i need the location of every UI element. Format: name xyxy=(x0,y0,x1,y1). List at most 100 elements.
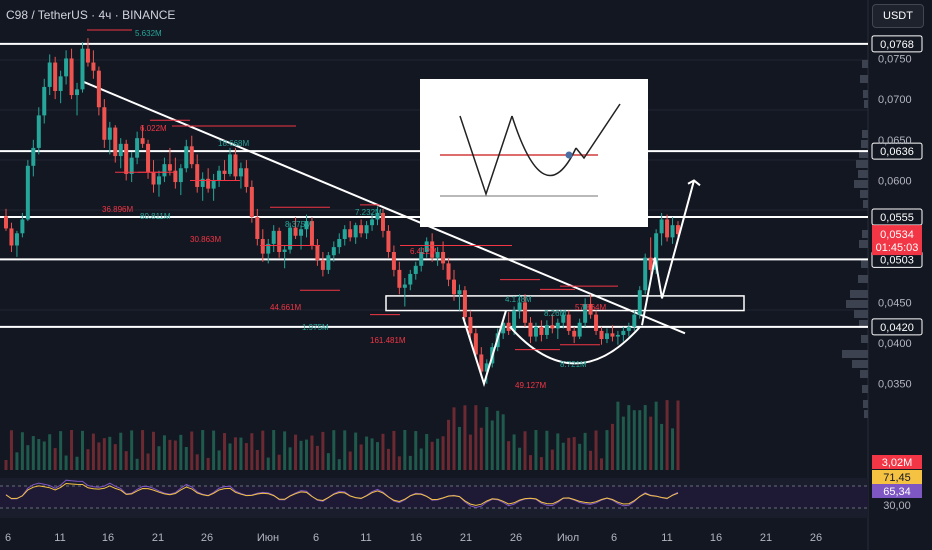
volume-bar xyxy=(4,460,8,470)
rsi-value-box xyxy=(872,484,922,498)
candle-body xyxy=(140,138,145,144)
volume-bar xyxy=(660,423,664,470)
volume-bar xyxy=(578,443,582,470)
candle-body xyxy=(80,48,85,90)
x-tick-label: 6 xyxy=(611,532,617,544)
candle-body xyxy=(320,260,325,270)
volume-bar xyxy=(616,401,620,470)
diagram-breakout xyxy=(575,103,621,160)
volume-bar xyxy=(157,446,161,470)
volume-profile-bar xyxy=(859,150,868,158)
candle-body xyxy=(637,290,642,315)
level-label: 0,0420 xyxy=(880,322,914,334)
volume-annotation-label: 8.26M xyxy=(544,309,567,318)
volume-bar xyxy=(528,455,532,470)
volume-bar xyxy=(255,450,259,470)
candle-body xyxy=(583,304,588,323)
volume-bar xyxy=(638,410,642,470)
volume-bar xyxy=(53,448,57,470)
volume-annotation-label: 161.481M xyxy=(370,336,406,345)
candle-body xyxy=(397,269,402,288)
volume-annotation-label: 8.375M xyxy=(285,220,312,229)
volume-bar xyxy=(310,435,314,470)
volume-annotation-label: 7.232M xyxy=(355,208,382,217)
volume-bar xyxy=(332,430,336,470)
volume-bar xyxy=(212,430,216,470)
candle-body xyxy=(211,180,216,189)
candle-body xyxy=(293,227,298,236)
candle-body xyxy=(359,225,364,234)
volume-bar xyxy=(233,437,237,470)
volume-bar xyxy=(605,430,609,470)
volume-profile-bar xyxy=(860,190,868,198)
x-tick-label: 26 xyxy=(201,532,213,544)
volume-profile-bar xyxy=(854,180,868,188)
volume-bar xyxy=(9,430,13,470)
rsi-ma-box xyxy=(872,470,922,484)
candle-body xyxy=(391,252,396,270)
candle-body xyxy=(473,333,478,355)
volume-bar xyxy=(556,433,560,470)
volume-bar xyxy=(201,430,205,470)
candle-body xyxy=(588,304,593,315)
x-tick-label: 11 xyxy=(360,532,371,544)
volume-annotation-label: 57.864M xyxy=(575,303,606,312)
volume-bar xyxy=(343,430,347,470)
price-tick-label: 0,0400 xyxy=(878,338,912,350)
volume-profile-bar xyxy=(850,290,868,298)
x-tick-label: 11 xyxy=(661,532,672,544)
candle-body xyxy=(648,257,653,270)
volume-bar xyxy=(452,407,456,470)
x-tick-label: 16 xyxy=(710,532,722,544)
volume-bar xyxy=(195,454,199,470)
volume-bar xyxy=(272,430,276,470)
volume-bar xyxy=(261,430,265,470)
volume-profile-bar xyxy=(862,130,868,138)
candle-body xyxy=(75,89,80,96)
volume-annotation-label: 30.863M xyxy=(190,235,221,244)
candle-body xyxy=(255,217,260,239)
candle-body xyxy=(167,164,172,171)
candle-body xyxy=(309,221,314,246)
level-label: 0,0555 xyxy=(880,212,914,224)
volume-bar xyxy=(48,434,52,470)
volume-profile-bar xyxy=(858,275,868,283)
current-price-box xyxy=(872,225,922,256)
volume-bar xyxy=(119,432,123,470)
volume-bar xyxy=(354,432,358,470)
price-tick-label: 0,0350 xyxy=(878,379,912,391)
volume-annotation-label: 6.412M xyxy=(410,247,437,256)
candle-body xyxy=(462,290,467,318)
candle-body xyxy=(266,243,271,254)
level-label: 0,0768 xyxy=(880,39,914,51)
x-tick-label: 21 xyxy=(760,532,772,544)
candle-body xyxy=(408,273,413,285)
candle-body xyxy=(58,76,63,91)
volume-bar xyxy=(468,434,472,470)
currency-button[interactable]: USDT xyxy=(872,4,924,28)
candle-body xyxy=(348,229,353,238)
volume-bar xyxy=(37,439,41,470)
x-tick-label: 16 xyxy=(102,532,114,544)
volume-bar xyxy=(283,431,287,470)
diagram-breakout-point xyxy=(565,151,573,159)
volume-bar xyxy=(184,446,188,470)
volume-profile-bar xyxy=(852,360,868,368)
volume-bar xyxy=(113,444,117,470)
candle-body xyxy=(238,168,243,177)
volume-bar xyxy=(479,427,483,470)
price-tick-label: 0,0650 xyxy=(878,135,912,147)
candle-body xyxy=(64,58,69,77)
candle-body xyxy=(249,186,254,218)
volume-bar xyxy=(632,410,636,470)
volume-value-box xyxy=(872,455,922,469)
volume-bar xyxy=(474,405,478,470)
candle-body xyxy=(626,326,631,331)
candle-body xyxy=(353,225,358,238)
rsi-value-label: 65,34 xyxy=(883,486,911,498)
candle-body xyxy=(337,238,342,248)
volume-bar xyxy=(299,440,303,470)
level-label-box xyxy=(871,318,923,336)
candle-body xyxy=(36,115,41,148)
